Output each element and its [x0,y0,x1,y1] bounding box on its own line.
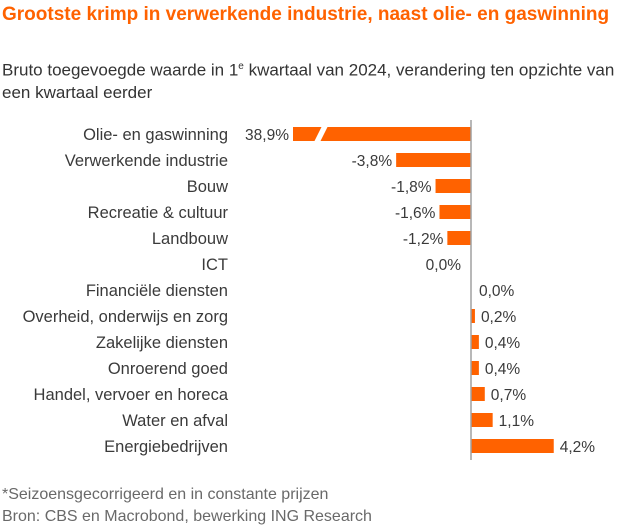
value-label: 1,1% [499,413,535,430]
category-label: Olie- en gaswinning [83,126,228,144]
bar [471,335,479,349]
footnote-note: *Seizoensgecorrigeerd en in constante pr… [2,486,329,503]
subtitle-text-cont: kwartaal van 2024, verandering ten opzic… [2,60,615,102]
category-label: Water en afval [122,412,228,430]
category-label: Handel, vervoer en horeca [34,386,229,404]
value-label: 4,2% [560,439,596,456]
bar [435,179,471,193]
value-label: 38,9% [245,127,289,144]
subtitle-text: Bruto toegevoegde waarde in 1 [2,60,239,80]
bar [293,127,471,141]
category-label: Overheid, onderwijs en zorg [23,308,228,326]
category-label: Verwerkende industrie [65,152,228,170]
bar [471,413,493,427]
bar [396,153,471,167]
bar [471,361,479,375]
category-label: Onroerend goed [108,360,228,378]
chart-title: Grootste krimp in verwerkende industrie,… [2,4,610,25]
value-label: 0,4% [485,361,521,378]
bar [471,309,475,323]
value-label: -1,6% [395,205,436,222]
bar [439,205,471,219]
category-label: Landbouw [152,230,228,248]
value-label: 0,7% [491,387,527,404]
value-label: 0,0% [426,257,462,274]
subtitle-superscript: e [238,61,244,72]
category-label: Bouw [187,178,228,196]
value-label: 0,0% [479,283,515,300]
category-label: Recreatie & cultuur [88,204,229,222]
bar [447,231,471,245]
bar [471,439,554,453]
value-label: -3,8% [352,153,393,170]
value-label: 0,2% [481,309,517,326]
footnote: *Seizoensgecorrigeerd en in constante pr… [2,484,372,528]
bar [471,387,485,401]
category-label: Zakelijke diensten [96,334,228,352]
footnote-source: Bron: CBS en Macrobond, bewerking ING Re… [2,508,372,525]
value-label: -1,2% [403,231,444,248]
category-label: ICT [201,256,228,274]
value-label: 0,4% [485,335,521,352]
category-label: Financiële diensten [86,282,228,300]
axis-break-mark [314,126,328,142]
chart-subtitle: Bruto toegevoegde waarde in 1e kwartaal … [2,56,622,104]
value-label: -1,8% [391,179,432,196]
bar-chart: Olie- en gaswinning 38,9% Verwerkende indu… [23,120,596,460]
category-label: Energiebedrijven [104,438,228,456]
